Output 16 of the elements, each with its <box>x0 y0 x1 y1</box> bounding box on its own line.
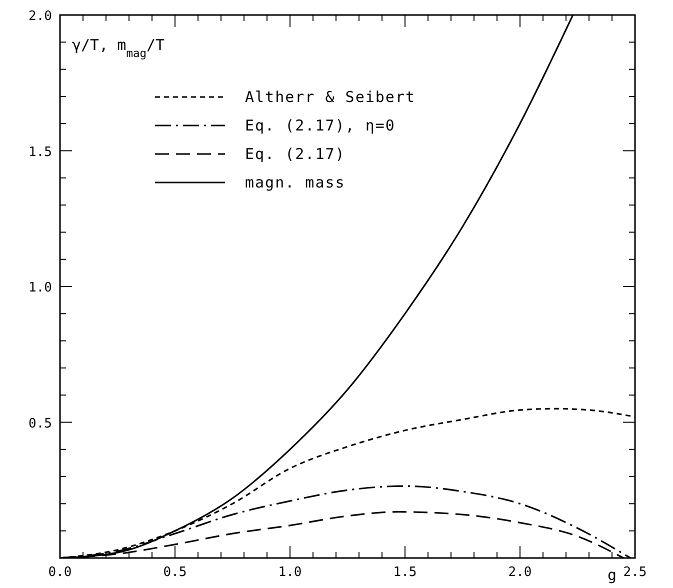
y-tick-label: 2.0 <box>28 9 52 24</box>
x-tick-label: 1.0 <box>278 565 302 580</box>
y-tick-label: 1.0 <box>28 280 52 296</box>
legend-label: magn. mass <box>245 174 346 192</box>
x-tick-label: 2.0 <box>508 565 532 580</box>
legend-label: Eq. (2.17), η=0 <box>245 116 396 134</box>
legend-label: Altherr & Seibert <box>245 88 416 106</box>
x-axis-title: g <box>607 566 617 584</box>
y-axis-title: γ/T, m$_{mag}$/T <box>72 36 165 60</box>
x-tick-label: 1.5 <box>393 565 417 580</box>
y-tick-label: 0.5 <box>28 416 52 432</box>
legend-label: Eq. (2.17) <box>245 145 346 163</box>
x-tick-label: 0.5 <box>163 565 187 580</box>
y-tick-label: 1.5 <box>28 144 52 160</box>
x-tick-label: 0.0 <box>48 565 72 580</box>
x-tick-label: 2.5 <box>623 565 647 580</box>
